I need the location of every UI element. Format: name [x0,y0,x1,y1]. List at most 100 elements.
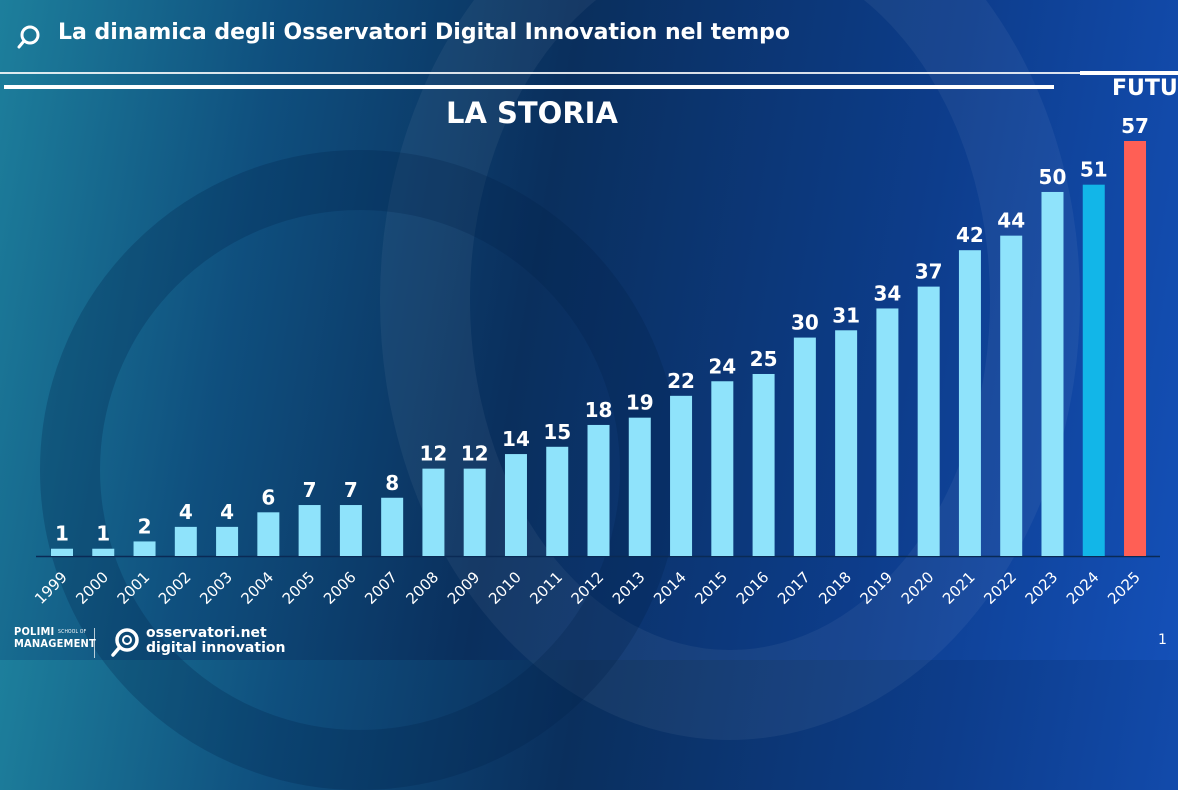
bar-chart: 1199912000220014200242003620047200572006… [31,114,1160,608]
bar-2007 [381,497,404,556]
x-tick-label-2021: 2021 [939,568,979,608]
bar-2018 [835,330,858,556]
header-divider [0,72,1178,74]
bar-1999 [51,548,73,556]
bar-2013 [628,417,651,556]
x-tick-label-2000: 2000 [72,568,112,608]
x-tick-label-2012: 2012 [568,568,608,608]
bar-2003 [216,526,239,556]
slide-header: La dinamica degli Osservatori Digital In… [0,0,1178,72]
data-label-2012: 18 [585,398,613,422]
polimi-logo-line2: MANAGEMENT [14,637,96,650]
footer-divider [94,628,95,658]
data-label-2021: 42 [956,223,984,247]
data-label-2007: 8 [385,471,399,495]
page-number: 1 [1158,632,1167,648]
x-tick-label-2013: 2013 [609,568,649,608]
bar-2001 [133,541,156,556]
x-tick-label-2019: 2019 [856,568,896,608]
bar-2025 [1124,141,1147,556]
bar-2000 [92,548,115,556]
data-label-2014: 22 [667,369,695,393]
data-label-2017: 30 [791,311,819,335]
data-label-1999: 1 [55,522,69,546]
data-label-2005: 7 [303,478,317,502]
bar-2021 [958,250,981,557]
x-tick-label-2003: 2003 [196,568,236,608]
bar-2019 [876,308,899,556]
x-tick-label-2009: 2009 [444,568,484,608]
future-section-line [1080,71,1178,75]
x-tick-label-2017: 2017 [774,568,814,608]
bar-2017 [793,337,816,556]
data-label-2016: 25 [750,347,778,371]
bar-2014 [670,395,693,556]
x-tick-label-2025: 2025 [1104,568,1144,608]
x-tick-label-2004: 2004 [237,568,277,608]
polimi-logo-line1: POLIMI [14,625,55,638]
x-tick-label-2001: 2001 [114,568,154,608]
osservatori-logo-line2: digital innovation [146,640,286,656]
data-label-2004: 6 [261,485,275,509]
data-label-2008: 12 [420,442,448,466]
bar-2011 [546,446,569,556]
data-label-2000: 1 [96,522,110,546]
data-label-2002: 4 [179,500,193,524]
x-tick-label-2018: 2018 [815,568,855,608]
bar-2004 [257,512,280,556]
data-label-2013: 19 [626,391,654,415]
history-section-line [4,85,1054,89]
data-label-2015: 24 [708,354,736,378]
bar-2012 [587,424,610,556]
x-tick-label-2006: 2006 [320,568,360,608]
x-tick-label-2024: 2024 [1063,568,1103,608]
osservatori-logo-line1: osservatori.net [146,625,267,641]
data-label-2020: 37 [915,260,943,284]
bar-2020 [917,286,940,556]
data-label-2010: 14 [502,427,530,451]
x-tick-label-2010: 2010 [485,568,525,608]
x-tick-label-1999: 1999 [31,568,71,608]
bar-2005 [298,505,321,556]
x-tick-label-2002: 2002 [155,568,195,608]
bar-2023 [1041,191,1064,556]
data-label-2011: 15 [543,420,571,444]
x-tick-label-2008: 2008 [403,568,443,608]
history-section-label: LA STORIA [446,96,618,130]
data-label-2003: 4 [220,500,234,524]
bar-2009 [463,468,486,556]
x-tick-label-2011: 2011 [526,568,566,608]
osservatori-logo-text: osservatori.net digital innovation [146,626,285,656]
bar-2010 [504,454,527,556]
x-tick-label-2023: 2023 [1022,568,1062,608]
data-label-2024: 51 [1080,158,1108,182]
data-label-2009: 12 [461,442,489,466]
x-tick-label-2005: 2005 [279,568,319,608]
x-tick-label-2022: 2022 [980,568,1020,608]
polimi-logo: POLIMI SCHOOL OF MANAGEMENT [14,626,96,650]
data-label-2006: 7 [344,478,358,502]
magnifier-logo-icon [17,25,40,49]
data-label-2001: 2 [138,514,152,538]
slide-title: La dinamica degli Osservatori Digital In… [58,20,790,45]
data-label-2019: 34 [873,281,901,305]
bar-2008 [422,468,445,556]
x-tick-label-2015: 2015 [691,568,731,608]
x-tick-label-2020: 2020 [898,568,938,608]
x-tick-label-2014: 2014 [650,568,690,608]
bar-2002 [174,526,197,556]
bar-2024 [1082,184,1105,556]
future-section-label: FUTURO [1112,76,1178,101]
bar-2022 [1000,235,1023,557]
x-tick-label-2016: 2016 [733,568,773,608]
data-label-2018: 31 [832,303,860,327]
data-label-2022: 44 [997,209,1025,233]
bar-2006 [339,505,362,556]
data-label-2023: 50 [1039,165,1067,189]
polimi-logo-small: SCHOOL OF [58,629,87,635]
bar-2015 [711,381,734,556]
osservatori-logo-icon [111,628,139,657]
bar-2016 [752,373,775,556]
x-tick-label-2007: 2007 [361,568,401,608]
data-label-2025: 57 [1121,114,1149,138]
